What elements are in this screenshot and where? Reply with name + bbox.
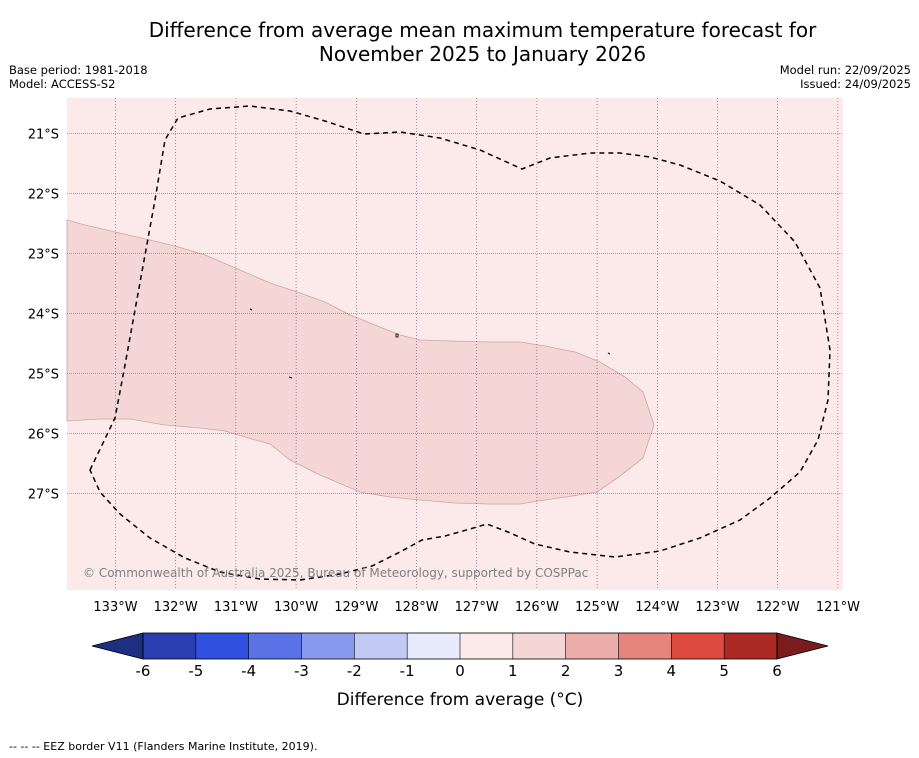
longitude-label: 124°W [635,600,679,615]
title-line-1: Difference from average mean maximum tem… [148,18,817,42]
anomaly-region [66,219,655,505]
island-marker [249,308,253,311]
colorbar-tick-label: -2 [347,662,362,680]
latitude-labels: 21°S 22°S 23°S 24°S 25°S 26°S 27°S [28,128,59,503]
latitude-label: 23°S [28,248,59,263]
longitude-label: 121°W [816,600,860,615]
latitude-label: 27°S [28,488,59,503]
island-marker [288,376,293,379]
colorbar-tick-label: -1 [400,662,415,680]
longitude-label: 132°W [154,600,198,615]
copyright-text: © Commonwealth of Australia 2025, Bureau… [83,566,588,580]
colorbar-bin [724,633,778,659]
longitude-label: 133°W [93,600,137,615]
colorbar-ticks: -6 -5 -4 -3 -2 -1 0 1 2 3 4 5 6 [136,633,782,680]
colorbar-bin [512,633,566,659]
longitude-label: 123°W [695,600,739,615]
colorbar-high-extension [776,632,829,660]
title-line-2: November 2025 to January 2026 [318,42,647,66]
longitude-label: 131°W [214,600,258,615]
colorbar-tick-label: 5 [719,662,729,680]
longitude-label: 122°W [756,600,800,615]
colorbar-bin [407,633,461,659]
colorbar-tick-label: 2 [561,662,571,680]
meta-left: Base period: 1981-2018 Model: ACCESS-S2 [9,63,148,91]
colorbar-bin [460,633,514,659]
longitude-label: 129°W [334,600,378,615]
island-markers [249,308,611,379]
colorbar-tick-label: -4 [241,662,256,680]
map-figure: © Commonwealth of Australia 2025, Bureau… [28,98,860,710]
longitude-label: 127°W [455,600,499,615]
colorbar-bin [301,633,355,659]
colorbar-tick-label: 6 [772,662,782,680]
map-panel: © Commonwealth of Australia 2025, Bureau… [66,98,843,590]
colorbar-tick-label: 4 [667,662,677,680]
colorbar-bin [195,633,249,659]
colorbar-tick-label: -6 [136,662,151,680]
colorbar-tick-label: 0 [455,662,465,680]
colorbar-title: Difference from average (°C) [337,690,584,710]
colorbar: -6 -5 -4 -3 -2 -1 0 1 2 3 4 5 6 Difference from aver… [91,632,829,710]
graticule [67,98,843,590]
longitude-label: 130°W [274,600,318,615]
latitude-label: 25°S [28,368,59,383]
meta-right: Model run: 22/09/2025 Issued: 24/09/2025 [780,63,911,91]
latitude-label: 22°S [28,188,59,203]
colorbar-bin [618,633,672,659]
colorbar-bin [248,633,302,659]
longitude-label: 128°W [394,600,438,615]
colorbar-tick-label: -5 [188,662,203,680]
colorbar-bin [143,633,197,659]
model-run-text: Model run: 22/09/2025 [779,63,911,77]
colorbar-tick-label: 1 [508,662,518,680]
colorbar-low-extension [91,632,144,660]
base-period-text: Base period: 1981-2018 [9,63,148,77]
footnote: -- -- -- EEZ border V11 (Flanders Marine… [9,740,318,753]
latitude-label: 21°S [28,128,59,143]
colorbar-tick-label: -3 [294,662,309,680]
longitude-label: 126°W [515,600,559,615]
latitude-label: 24°S [28,308,59,323]
longitude-label: 125°W [575,600,619,615]
latitude-label: 26°S [28,428,59,443]
colorbar-bin [565,633,619,659]
colorbar-bin [671,633,725,659]
colorbar-tick-label: 3 [614,662,624,680]
issued-text: Issued: 24/09/2025 [800,77,911,91]
map-title: Difference from average mean maximum tem… [0,18,919,66]
colorbar-bin [354,633,408,659]
model-text: Model: ACCESS-S2 [9,77,116,91]
longitude-labels: 133°W 132°W 131°W 130°W 129°W 128°W 127°W 126°W… [93,600,860,615]
colorbar-bins [143,633,778,659]
island-marker [395,333,399,338]
island-marker [607,352,611,355]
eez-border [89,105,831,581]
